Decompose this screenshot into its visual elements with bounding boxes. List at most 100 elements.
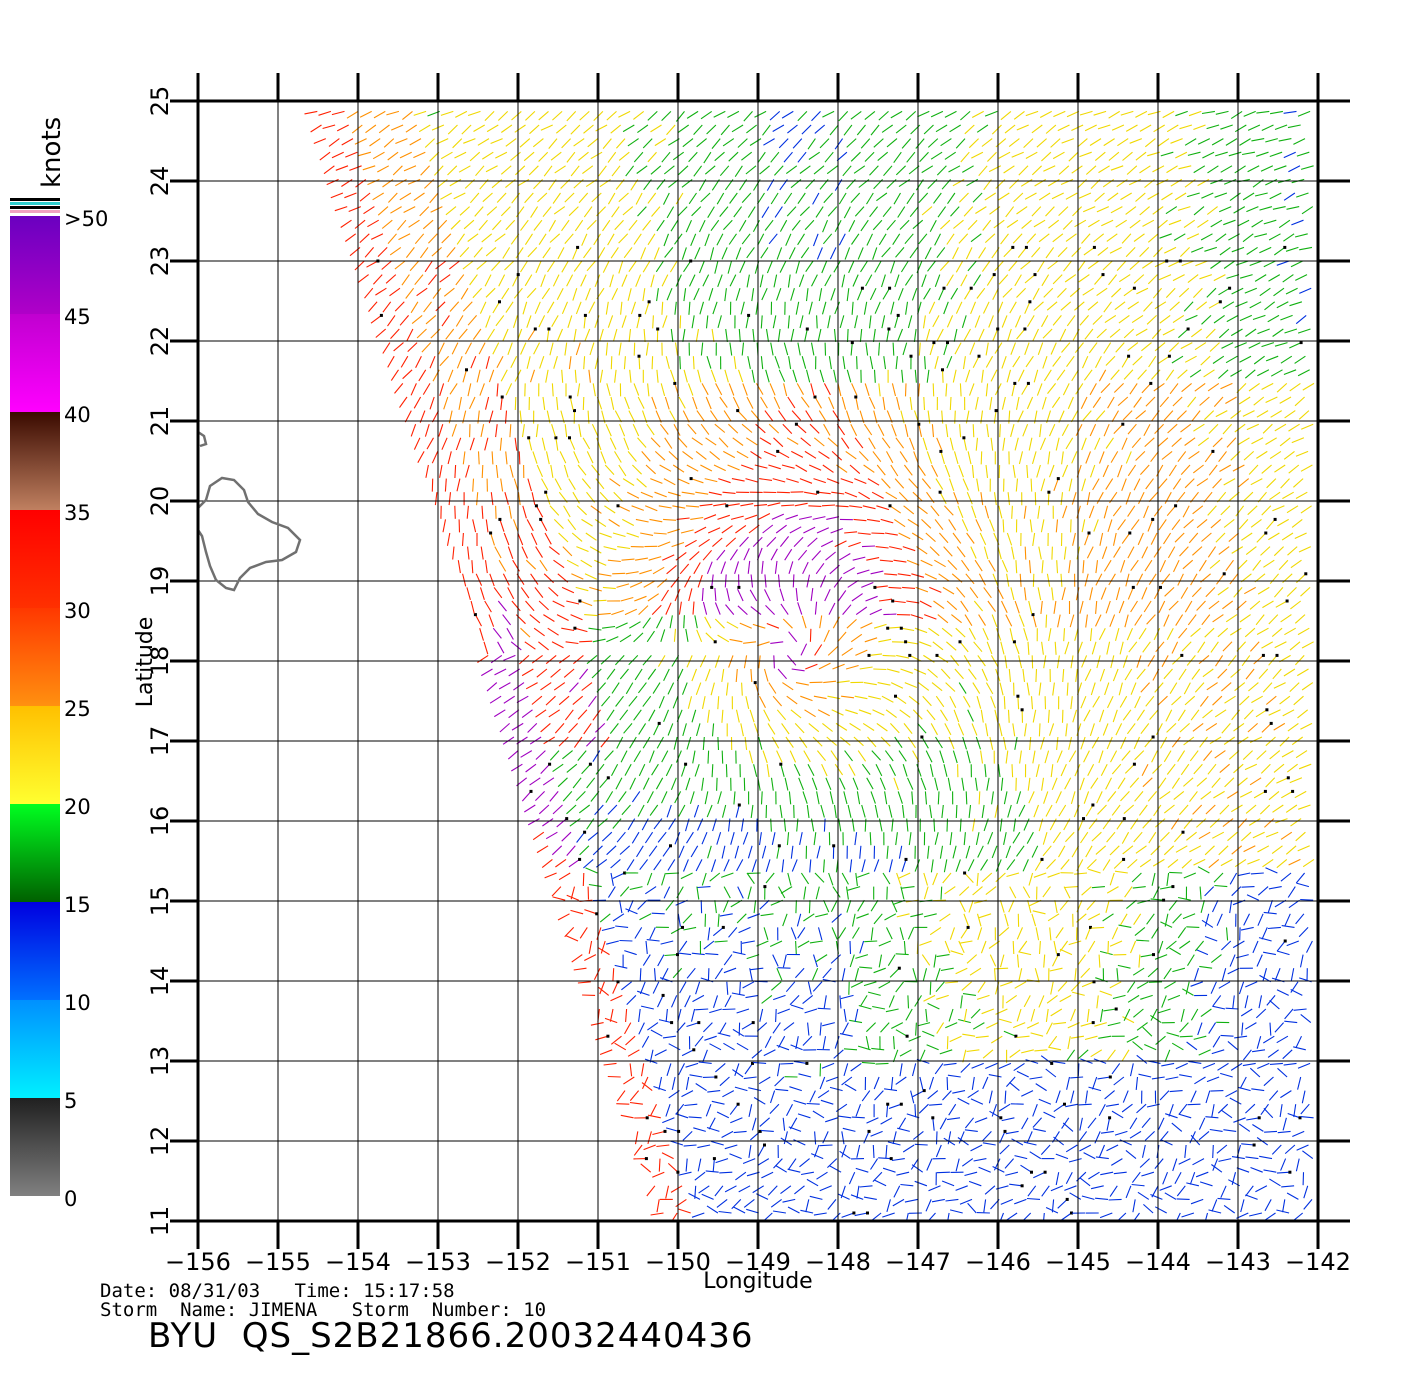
wind-vector (1282, 491, 1294, 500)
wind-vector (807, 763, 815, 776)
wind-vector (759, 437, 772, 445)
wind-vector (607, 315, 614, 328)
wind-vector (737, 369, 744, 383)
wind-vector (556, 396, 559, 410)
wind-vector (830, 527, 843, 534)
wind-vector (872, 1171, 883, 1182)
wind-vector (481, 464, 484, 479)
wind-vector (773, 437, 784, 448)
wind-vector (1220, 1072, 1233, 1078)
wind-vector (869, 832, 872, 846)
wind-vector (505, 219, 516, 231)
wind-vector (1125, 1149, 1137, 1160)
wind-vector (1056, 750, 1063, 763)
wind-vector (1172, 913, 1182, 924)
wind-vector (1263, 911, 1277, 915)
wind-vector (888, 804, 893, 818)
wind-vector (791, 859, 798, 872)
rain-flag-mark (583, 830, 587, 834)
wind-vector (1212, 695, 1223, 706)
wind-vector (780, 1185, 792, 1195)
wind-vector (1029, 1151, 1042, 1160)
wind-vector (1266, 519, 1276, 530)
wind-vector (1123, 369, 1134, 380)
wind-vector (1015, 396, 1020, 410)
wind-vector (447, 369, 454, 383)
wind-vector (610, 994, 623, 1002)
wind-vector (898, 750, 907, 762)
wind-vector (897, 573, 911, 577)
wind-vector (1113, 423, 1124, 434)
wind-vector (1155, 1035, 1166, 1046)
wind-vector (611, 763, 619, 776)
wind-vector (1218, 845, 1229, 856)
wind-vector (750, 450, 762, 459)
wind-vector (932, 1117, 935, 1131)
wind-vector (839, 777, 846, 790)
wind-vector (1174, 192, 1187, 201)
wind-vector (1260, 763, 1271, 774)
wind-vector (811, 550, 822, 561)
wind-vector (1044, 750, 1050, 764)
wind-vector (680, 529, 694, 534)
wind-vector (397, 219, 407, 231)
wind-vector (1085, 451, 1092, 464)
wind-vector (956, 587, 966, 598)
wind-vector (745, 478, 759, 483)
wind-vector (1038, 995, 1045, 1008)
wind-vector (1128, 641, 1138, 653)
wind-vector (975, 832, 980, 846)
wind-vector (572, 288, 578, 301)
colorbar-tick-label: 40 (64, 403, 91, 427)
wind-vector (1111, 287, 1122, 298)
wind-vector (387, 355, 395, 368)
wind-vector (1151, 872, 1156, 886)
colorbar-tick-label: >50 (64, 207, 108, 231)
wind-vector (1268, 655, 1278, 666)
wind-vector (612, 913, 625, 922)
rain-flag-mark (657, 721, 661, 725)
wind-vector (810, 588, 814, 602)
wind-vector (1269, 1178, 1281, 1187)
wind-vector (885, 1144, 888, 1159)
wind-vector (1247, 505, 1258, 516)
wind-vector (1168, 600, 1179, 611)
wind-vector (1112, 668, 1119, 682)
wind-vector (730, 515, 744, 520)
wind-vector (731, 1199, 742, 1210)
wind-vector (874, 585, 888, 588)
wind-vector (743, 1198, 755, 1208)
wind-vector (1253, 654, 1264, 665)
wind-vector (1186, 655, 1196, 666)
wind-vector (765, 872, 775, 884)
wind-vector (416, 287, 428, 297)
wind-vector (614, 219, 624, 231)
wind-vector (395, 178, 407, 187)
wind-vector (1123, 1008, 1131, 1021)
wind-vector (1177, 451, 1187, 463)
wind-vector (751, 859, 757, 872)
wind-vector (1035, 764, 1040, 778)
wind-vector (567, 519, 577, 531)
wind-vector (1176, 1198, 1190, 1200)
wind-vector (475, 165, 485, 177)
wind-vector (1058, 165, 1070, 175)
rain-flag-mark (873, 585, 877, 589)
wind-vector (511, 763, 523, 772)
wind-vector (512, 274, 519, 287)
wind-vector (704, 616, 712, 629)
wind-vector (962, 356, 966, 370)
wind-vector (821, 1062, 835, 1069)
wind-vector (1046, 301, 1058, 311)
wind-vector (485, 356, 490, 369)
wind-vector (573, 654, 584, 665)
wind-vector (706, 1126, 720, 1132)
wind-vector (716, 1111, 730, 1119)
wind-vector (726, 621, 739, 629)
wind-vector (957, 723, 965, 736)
wind-vector (630, 301, 637, 315)
wind-vector (728, 927, 738, 938)
wind-vector (682, 913, 693, 924)
wind-vector (702, 601, 708, 615)
wind-vector (978, 165, 988, 177)
